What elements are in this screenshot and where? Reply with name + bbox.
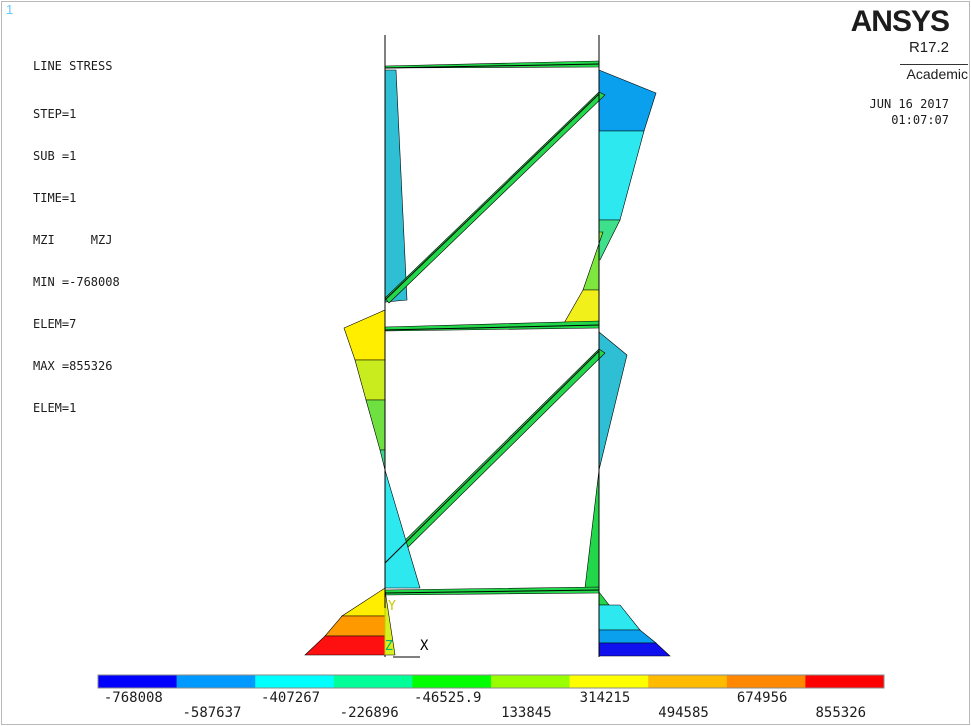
moment-fill bbox=[582, 231, 604, 291]
legend-color-swatch bbox=[569, 675, 649, 688]
moment-fill bbox=[384, 469, 421, 589]
brace-line bbox=[384, 350, 600, 564]
moment-fill bbox=[365, 399, 386, 451]
moment-fill bbox=[598, 130, 645, 221]
moment-fill bbox=[562, 289, 600, 326]
legend-tick-label: 133845 bbox=[501, 705, 552, 721]
viewport-number: 1 bbox=[6, 2, 14, 17]
moment-fill bbox=[598, 219, 621, 261]
legend-color-swatch bbox=[333, 675, 413, 688]
info-min-value: MIN =-768008 bbox=[33, 275, 120, 289]
moment-fill bbox=[584, 469, 600, 589]
legend-tick-label: -226896 bbox=[339, 705, 399, 721]
plot-info-panel: LINE STRESS STEP=1 SUB =1 TIME=1 MZI MZJ… bbox=[33, 31, 120, 429]
plot-time: 01:07:07 bbox=[891, 113, 949, 127]
moment-fill bbox=[384, 69, 408, 303]
beam-line bbox=[384, 324, 600, 331]
moment-fill bbox=[598, 629, 657, 644]
legend-bar-border bbox=[97, 674, 885, 689]
frame-elements bbox=[384, 35, 600, 657]
beam-line bbox=[384, 63, 600, 69]
moment-diagrams bbox=[304, 60, 671, 657]
legend-color-bar bbox=[97, 674, 885, 689]
moment-fill bbox=[384, 348, 606, 567]
info-max-value: MAX =855326 bbox=[33, 359, 113, 373]
plot-date: JUN 16 2017 bbox=[869, 97, 949, 111]
info-step: STEP=1 bbox=[33, 107, 77, 121]
moment-fill bbox=[598, 604, 641, 631]
moment-fill bbox=[384, 91, 606, 304]
release-version: R17.2 bbox=[908, 39, 949, 56]
ansys-logo: ANSYS bbox=[850, 5, 950, 38]
license-edition: Academic bbox=[900, 64, 968, 83]
moment-fill bbox=[343, 309, 386, 361]
legend-tick-label: -46525.9 bbox=[414, 690, 482, 706]
coordinate-triad: Y Z X bbox=[384, 599, 429, 658]
info-time: TIME=1 bbox=[33, 191, 77, 205]
legend-tick-label: 314215 bbox=[579, 690, 631, 706]
triad-z-label: Z bbox=[385, 639, 393, 654]
beam-line bbox=[384, 589, 600, 594]
legend-color-swatch bbox=[491, 675, 571, 688]
legend-tick-label: 494585 bbox=[658, 705, 709, 721]
legend-color-swatch bbox=[648, 675, 728, 688]
legend-tick-label: -587637 bbox=[182, 705, 242, 721]
info-min-element: ELEM=7 bbox=[33, 317, 77, 331]
legend-color-swatch bbox=[726, 675, 806, 688]
legend-color-swatch bbox=[176, 675, 256, 688]
info-max-element: ELEM=1 bbox=[33, 401, 77, 415]
legend-tick-label: 674956 bbox=[736, 690, 788, 706]
moment-fill bbox=[304, 635, 386, 656]
moment-fill bbox=[324, 615, 386, 637]
moment-fill bbox=[354, 359, 386, 401]
info-substep: SUB =1 bbox=[33, 149, 77, 163]
legend-tick-label: -407267 bbox=[261, 690, 321, 706]
legend-tick-label: -768008 bbox=[103, 690, 163, 706]
moment-fill bbox=[598, 642, 671, 657]
moment-fill bbox=[340, 587, 386, 617]
plot-title: LINE STRESS bbox=[33, 59, 113, 73]
legend-tick-label: 855326 bbox=[815, 705, 867, 721]
legend-color-swatch bbox=[412, 675, 492, 688]
triad-x-label: X bbox=[420, 638, 429, 654]
info-result-item: MZI MZJ bbox=[33, 233, 113, 247]
brace-line bbox=[384, 93, 600, 301]
legend-color-swatch bbox=[255, 675, 335, 688]
moment-fill bbox=[379, 449, 386, 471]
legend-color-swatch bbox=[98, 675, 178, 688]
legend-color-swatch bbox=[805, 675, 885, 688]
moment-fill bbox=[598, 591, 610, 606]
triad-y-label: Y bbox=[388, 599, 396, 614]
moment-fill bbox=[598, 69, 657, 132]
